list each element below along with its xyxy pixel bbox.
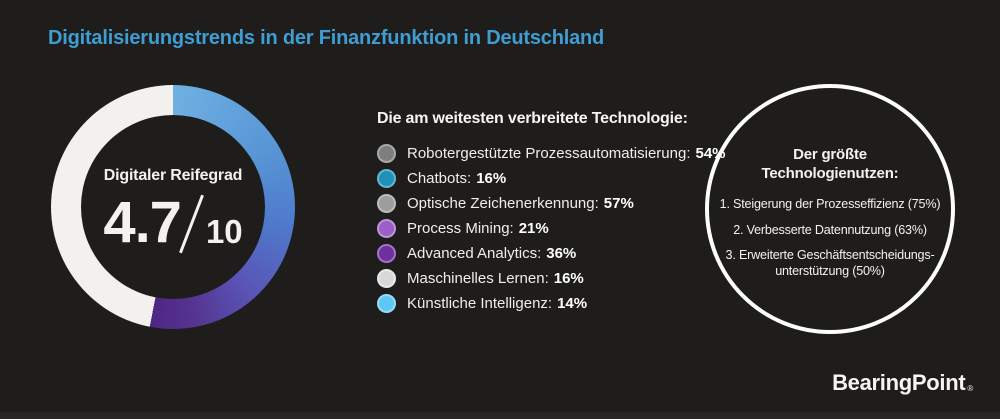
- tech-value: 14%: [557, 295, 588, 312]
- gauge-score: 4.7: [103, 190, 182, 256]
- tech-list-item: Maschinelles Lernen: 16%: [377, 266, 726, 291]
- benefits-heading: Der größte Technologienutzen:: [761, 146, 899, 183]
- tech-list-item: Chatbots: 16%: [377, 166, 726, 191]
- benefit-item-line1: 3. Erweiterte Geschäftsentscheidungs-: [725, 248, 935, 263]
- tech-bullet-icon: [377, 219, 396, 238]
- tech-value: 16%: [553, 270, 584, 287]
- tech-list-item: Künstliche Intelligenz: 14%: [377, 291, 726, 316]
- technologies-list: Robotergestützte Prozessautomatisierung:…: [377, 141, 726, 316]
- tech-value: 16%: [476, 170, 507, 187]
- tech-label: Chatbots:: [407, 170, 472, 187]
- tech-bullet-icon: [377, 169, 396, 188]
- tech-label: Künstliche Intelligenz:: [407, 295, 553, 312]
- score-divider-slash-icon: [178, 194, 204, 253]
- gauge-score-max: 10: [205, 212, 243, 250]
- benefit-item-line2: unterstützung (50%): [775, 264, 885, 279]
- tech-label: Advanced Analytics:: [407, 245, 542, 262]
- maturity-gauge: Digitaler Reifegrad 4.7 10: [51, 85, 295, 329]
- benefits-circle: Der größte Technologienutzen: 1. Steiger…: [705, 84, 955, 334]
- technologies-heading: Die am weitesten verbreitete Technologie…: [377, 110, 688, 127]
- tech-label: Maschinelles Lernen:: [407, 270, 549, 287]
- tech-bullet-icon: [377, 244, 396, 263]
- bearingpoint-logo: BearingPoint ®: [832, 370, 973, 396]
- registered-trademark-icon: ®: [967, 384, 973, 393]
- tech-list-item: Robotergestützte Prozessautomatisierung:…: [377, 141, 726, 166]
- gauge-hole: Digitaler Reifegrad 4.7 10: [81, 115, 265, 299]
- bottom-strip: [0, 412, 1000, 419]
- tech-list-item: Advanced Analytics: 36%: [377, 241, 726, 266]
- brand-name: BearingPoint: [832, 370, 966, 395]
- page-title: Digitalisierungstrends in der Finanzfunk…: [48, 27, 605, 49]
- tech-list-item: Process Mining: 21%: [377, 216, 726, 241]
- tech-value: 57%: [603, 195, 634, 212]
- tech-bullet-icon: [377, 294, 396, 313]
- benefit-item: 2. Verbesserte Datennutzung (63%): [733, 222, 927, 237]
- technologies-panel: Die am weitesten verbreitete Technologie…: [377, 110, 726, 316]
- gauge-score-row: 4.7 10: [103, 190, 243, 256]
- tech-label: Robotergestützte Prozessautomatisierung:: [407, 145, 691, 162]
- tech-value: 21%: [518, 220, 549, 237]
- benefits-content: Der größte Technologienutzen: 1. Steiger…: [709, 88, 951, 280]
- tech-value: 36%: [546, 245, 577, 262]
- tech-label: Optische Zeichenerkennung:: [407, 195, 599, 212]
- tech-bullet-icon: [377, 269, 396, 288]
- tech-bullet-icon: [377, 194, 396, 213]
- benefit-item: 3. Erweiterte Geschäftsentscheidungs- un…: [709, 247, 951, 280]
- tech-list-item: Optische Zeichenerkennung: 57%: [377, 191, 726, 216]
- tech-label: Process Mining:: [407, 220, 514, 237]
- benefit-item: 1. Steigerung der Prozesseffizienz (75%): [719, 197, 941, 212]
- tech-bullet-icon: [377, 144, 396, 163]
- gauge-label: Digitaler Reifegrad: [103, 166, 243, 184]
